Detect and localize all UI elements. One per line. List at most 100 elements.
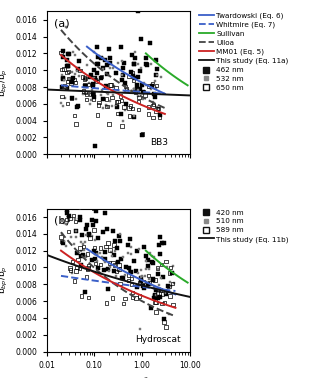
- Point: [135, 284, 140, 290]
- Point: [140, 132, 145, 138]
- Point: [95, 54, 101, 60]
- Point: [78, 68, 83, 74]
- Point: [78, 245, 83, 251]
- Point: [153, 78, 158, 84]
- Point: [133, 268, 139, 274]
- Point: [76, 58, 82, 64]
- Point: [161, 316, 166, 322]
- Point: [102, 192, 108, 198]
- Point: [143, 92, 148, 98]
- Point: [71, 241, 77, 247]
- Point: [83, 90, 88, 96]
- Point: [95, 70, 100, 76]
- Point: [87, 101, 93, 107]
- Point: [150, 115, 156, 121]
- Point: [90, 83, 96, 89]
- Point: [107, 60, 113, 66]
- Point: [78, 214, 83, 220]
- Point: [146, 104, 151, 110]
- Point: [132, 113, 137, 119]
- Point: [144, 82, 149, 88]
- Point: [67, 216, 73, 222]
- Point: [65, 78, 71, 84]
- Point: [139, 274, 144, 280]
- Point: [118, 44, 124, 50]
- Point: [118, 256, 124, 262]
- Point: [107, 260, 112, 266]
- Point: [70, 258, 75, 264]
- Point: [80, 241, 85, 247]
- Point: [98, 55, 104, 61]
- Legend: Twardowski (Eq. 6), Whitmire (Eq. 7), Sullivan, Ulloa, MM01 (Eq. 5), This study : Twardowski (Eq. 6), Whitmire (Eq. 7), Su…: [199, 12, 289, 91]
- Point: [151, 276, 156, 282]
- Point: [127, 113, 132, 119]
- Point: [65, 56, 70, 62]
- Point: [74, 96, 79, 102]
- Point: [117, 268, 122, 274]
- Point: [144, 258, 149, 264]
- Point: [121, 104, 127, 110]
- Point: [85, 267, 90, 273]
- Point: [118, 238, 123, 244]
- Point: [117, 233, 122, 239]
- Point: [105, 71, 110, 77]
- Point: [96, 99, 102, 105]
- Point: [96, 77, 101, 83]
- Point: [94, 258, 100, 264]
- Point: [154, 72, 160, 78]
- Point: [74, 250, 80, 256]
- Point: [154, 57, 159, 63]
- Point: [86, 232, 92, 238]
- Point: [105, 102, 110, 108]
- Point: [120, 73, 125, 79]
- Point: [99, 92, 104, 98]
- Point: [79, 232, 84, 238]
- Point: [105, 90, 110, 96]
- Point: [126, 277, 131, 284]
- Point: [144, 54, 149, 60]
- Point: [126, 87, 131, 93]
- Point: [149, 254, 155, 260]
- Point: [69, 79, 75, 85]
- Point: [81, 247, 86, 253]
- Point: [82, 74, 88, 80]
- Point: [111, 65, 116, 71]
- Point: [119, 123, 125, 129]
- Point: [84, 232, 89, 238]
- Point: [118, 280, 123, 286]
- Point: [155, 265, 161, 271]
- Point: [171, 263, 176, 269]
- Point: [116, 60, 121, 66]
- Point: [93, 250, 99, 256]
- Point: [83, 82, 88, 88]
- Point: [102, 57, 107, 63]
- Point: [79, 248, 84, 254]
- Point: [110, 260, 116, 266]
- Point: [137, 246, 142, 252]
- Point: [152, 293, 158, 299]
- Point: [59, 231, 64, 237]
- Point: [59, 100, 64, 106]
- Point: [93, 77, 99, 83]
- Point: [66, 76, 71, 82]
- Point: [163, 290, 168, 296]
- Point: [107, 55, 112, 61]
- Point: [107, 264, 113, 270]
- Point: [148, 61, 153, 67]
- Point: [103, 259, 108, 265]
- Point: [64, 70, 70, 76]
- Point: [60, 84, 65, 90]
- Text: (a): (a): [54, 19, 69, 28]
- Point: [85, 265, 91, 271]
- Point: [146, 83, 151, 89]
- Point: [123, 79, 128, 85]
- Point: [90, 91, 96, 97]
- Point: [129, 244, 134, 250]
- Point: [89, 233, 95, 239]
- Point: [154, 309, 159, 315]
- Point: [160, 240, 165, 246]
- Point: [141, 88, 146, 94]
- Point: [133, 90, 139, 96]
- Point: [79, 239, 84, 245]
- Point: [99, 73, 104, 79]
